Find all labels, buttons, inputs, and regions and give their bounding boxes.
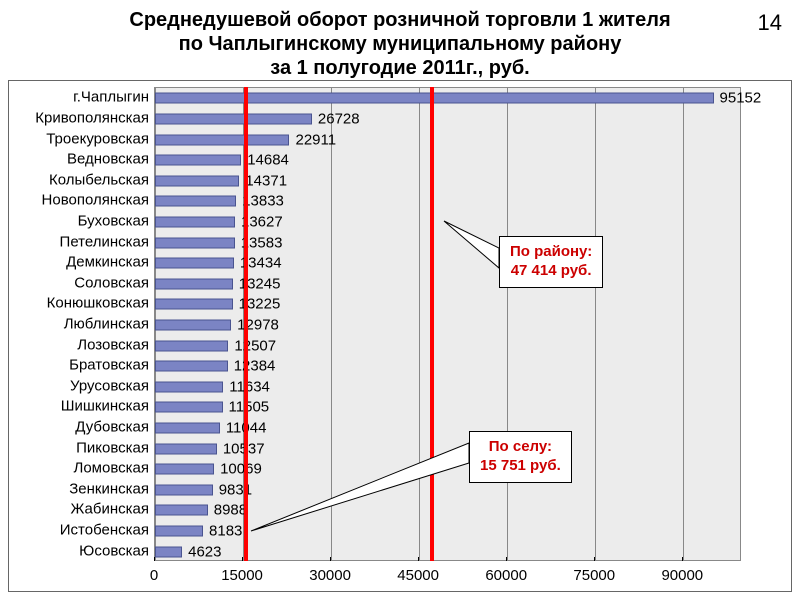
category-label: Юсовская [79, 543, 149, 558]
bar [155, 423, 220, 434]
bar [155, 381, 223, 392]
callout-box: По селу:15 751 руб. [469, 431, 572, 483]
category-label: Кривополянская [35, 110, 149, 125]
grid-line [683, 88, 684, 560]
bar [155, 505, 208, 516]
bar [155, 237, 235, 248]
title-line-2: по Чаплыгинскому муниципальному району [40, 32, 760, 56]
value-label: 12507 [234, 338, 276, 353]
category-label: Конюшковская [47, 296, 149, 311]
chart-area: г.Чаплыгин Кривополянская Троекуровская Вед… [8, 80, 792, 592]
bar [155, 278, 233, 289]
page-number: 14 [758, 10, 782, 36]
x-tick-label: 75000 [573, 567, 615, 584]
x-tick [154, 557, 155, 561]
bar [155, 134, 289, 145]
bar [155, 484, 213, 495]
value-label: 22911 [295, 132, 336, 147]
callout-line1: По району: [510, 243, 592, 262]
title-line-3: за 1 полугодие 2011г., руб. [40, 56, 760, 80]
value-label: 14371 [245, 173, 287, 188]
category-label: Буховская [78, 213, 149, 228]
x-tick-label: 45000 [397, 567, 439, 584]
category-label: г.Чаплыгин [73, 90, 149, 105]
category-label: Новополянская [42, 193, 149, 208]
bar [155, 196, 236, 207]
value-label: 11634 [229, 379, 270, 394]
x-tick [242, 557, 243, 561]
value-label: 8183 [209, 524, 242, 539]
category-label: Зенкинская [69, 481, 149, 496]
grid-line [331, 88, 332, 560]
value-label: 8988 [214, 503, 247, 518]
bar [155, 216, 235, 227]
grid-line [595, 88, 596, 560]
bar [155, 155, 241, 166]
category-label: Ведновская [67, 152, 149, 167]
grid-line [507, 88, 508, 560]
bar [155, 113, 312, 124]
callout-line1: По селу: [480, 438, 561, 457]
category-label: Жабинская [71, 502, 149, 517]
x-tick-label: 0 [150, 567, 158, 584]
x-tick-label: 60000 [485, 567, 527, 584]
category-label: Петелинская [60, 234, 149, 249]
x-tick [594, 557, 595, 561]
callout-line2: 47 414 руб. [510, 262, 592, 281]
bar [155, 361, 228, 372]
category-label: Пиковская [76, 440, 149, 455]
plot-area: 9515226728229111468414371138331362713583… [154, 87, 741, 561]
title-line-1: Среднедушевой оборот розничной торговли … [40, 8, 760, 32]
category-label: Лозовская [77, 337, 149, 352]
x-tick [330, 557, 331, 561]
category-label: Истобенская [60, 523, 149, 538]
category-label: Колыбельская [49, 172, 149, 187]
x-tick [506, 557, 507, 561]
bar [155, 443, 217, 454]
value-label: 26728 [318, 111, 360, 126]
category-label: Ломовская [74, 461, 150, 476]
value-label: 14684 [247, 153, 289, 168]
value-label: 12384 [234, 359, 276, 374]
reference-line [244, 87, 248, 561]
bar [155, 320, 231, 331]
x-axis-labels: 0150003000045000600007500090000 [154, 563, 741, 589]
bar [155, 175, 239, 186]
bar [155, 340, 228, 351]
bar [155, 402, 223, 413]
callout-line2: 15 751 руб. [480, 457, 561, 476]
bar [155, 526, 203, 537]
x-tick [418, 557, 419, 561]
callout-box: По району:47 414 руб. [499, 236, 603, 288]
value-label: 12978 [237, 318, 279, 333]
category-label: Демкинская [66, 255, 149, 270]
category-label: Соловская [74, 275, 149, 290]
y-axis-labels: г.Чаплыгин Кривополянская Троекуровская Вед… [9, 87, 151, 561]
category-label: Братовская [69, 358, 149, 373]
category-label: Троекуровская [46, 131, 149, 146]
chart-title: Среднедушевой оборот розничной торговли … [0, 0, 800, 86]
category-label: Люблинская [64, 317, 149, 332]
value-label: 10069 [220, 462, 262, 477]
grid-line [419, 88, 420, 560]
category-label: Урусовская [70, 378, 149, 393]
x-tick-label: 90000 [661, 567, 703, 584]
value-label: 11505 [229, 400, 270, 415]
bar [155, 258, 234, 269]
category-label: Дубовская [75, 420, 149, 435]
reference-line [430, 87, 434, 561]
bar [155, 299, 233, 310]
category-label: Шишкинская [61, 399, 149, 414]
value-label: 4623 [188, 544, 221, 559]
bar [155, 546, 182, 557]
x-tick-label: 30000 [309, 567, 351, 584]
value-label: 95152 [720, 91, 762, 106]
x-tick [682, 557, 683, 561]
bar [155, 464, 214, 475]
x-tick-label: 15000 [221, 567, 263, 584]
